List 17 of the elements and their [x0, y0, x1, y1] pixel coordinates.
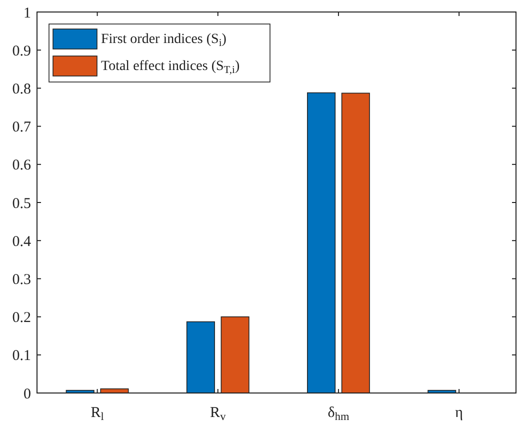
y-tick-label: 0.2 — [12, 310, 31, 326]
y-tick-label: 0.5 — [12, 196, 31, 212]
y-tick-label: 0.8 — [12, 81, 31, 98]
x-tick-label: η — [455, 405, 464, 421]
legend-label: First order indices (S$_{i}$) — [101, 32, 227, 50]
y-tick-label: 0 — [24, 386, 31, 402]
y-tick-label: 0.4 — [12, 234, 32, 250]
x-tick-label: R$_{v}$ — [210, 405, 226, 424]
legend-label: Total effect indices (S$_{T,i}$) — [101, 59, 240, 76]
y-tick-label: 0.3 — [12, 272, 31, 288]
x-tick-label: R$_{l}$ — [90, 405, 104, 424]
y-tick-label: 0.9 — [12, 43, 31, 60]
x-tick-label: δ$_{hm}$ — [328, 405, 350, 424]
y-tick-label: 0.6 — [12, 158, 32, 174]
y-tick-label: 0.7 — [12, 120, 32, 136]
y-tick-label: 1 — [24, 5, 31, 22]
y-tick-label: 0.1 — [12, 348, 31, 364]
